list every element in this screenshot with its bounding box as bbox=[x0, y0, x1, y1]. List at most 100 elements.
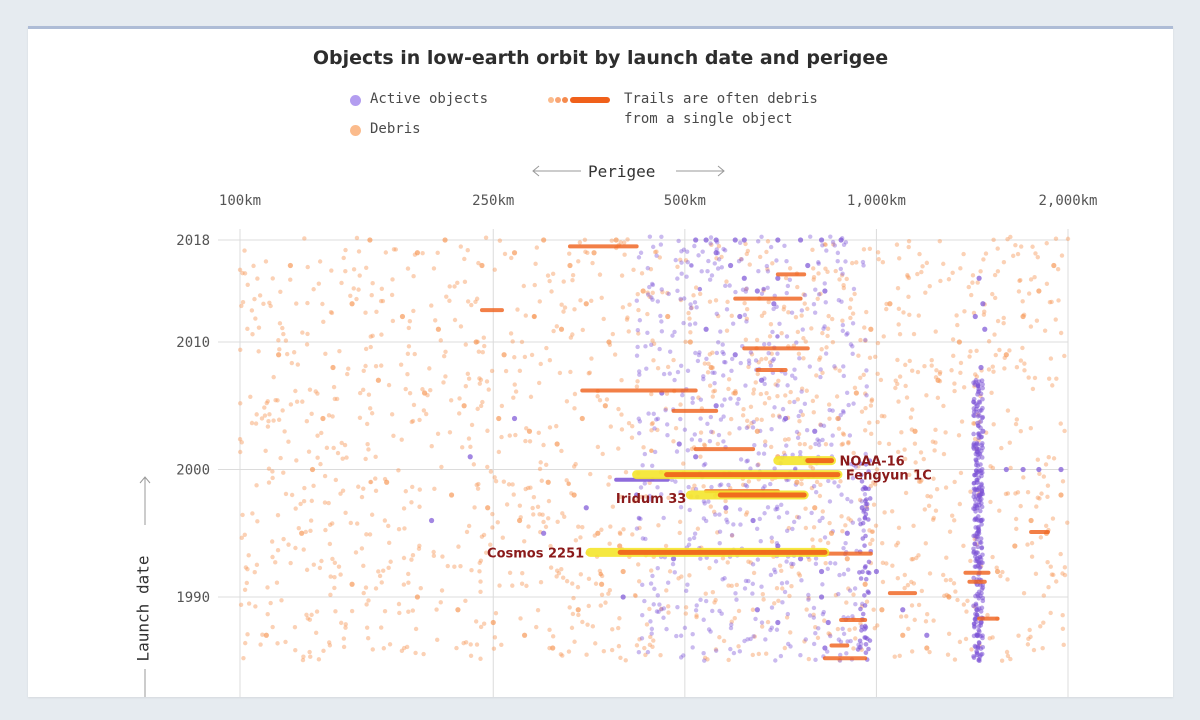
active-point bbox=[799, 308, 805, 313]
debris-point bbox=[799, 481, 804, 487]
debris-point bbox=[366, 447, 371, 452]
debris-point bbox=[910, 556, 916, 562]
active-point bbox=[818, 568, 825, 575]
debris-point bbox=[906, 238, 912, 244]
active-point bbox=[744, 319, 749, 324]
debris-point bbox=[1062, 353, 1067, 359]
debris-point bbox=[764, 390, 769, 396]
active-point bbox=[771, 306, 776, 312]
debris-point bbox=[637, 637, 642, 642]
debris-point bbox=[238, 602, 244, 607]
debris-point bbox=[262, 413, 268, 418]
debris-point bbox=[786, 437, 791, 442]
debris-point bbox=[992, 272, 998, 278]
debris-point bbox=[1022, 361, 1027, 366]
active-point bbox=[863, 337, 868, 343]
debris-point bbox=[887, 301, 893, 307]
active-point bbox=[850, 520, 856, 525]
active-point bbox=[737, 240, 743, 245]
debris-point bbox=[818, 482, 823, 488]
active-point bbox=[793, 466, 798, 471]
debris-point bbox=[280, 325, 285, 331]
debris-point bbox=[490, 619, 496, 626]
debris-point bbox=[1028, 277, 1034, 282]
debris-point bbox=[344, 455, 349, 460]
debris-point bbox=[564, 578, 570, 584]
debris-point bbox=[709, 242, 714, 248]
debris-point bbox=[406, 580, 411, 585]
debris-point bbox=[260, 632, 265, 637]
debris-point bbox=[319, 558, 324, 564]
debris-point bbox=[754, 337, 760, 343]
debris-point bbox=[683, 611, 689, 616]
debris-point bbox=[1005, 408, 1011, 413]
debris-point bbox=[744, 510, 750, 515]
debris-point bbox=[1001, 259, 1007, 265]
active-point bbox=[659, 329, 665, 334]
active-point bbox=[857, 517, 862, 522]
debris-point bbox=[416, 546, 422, 551]
debris-point bbox=[981, 257, 986, 262]
active-point bbox=[756, 451, 761, 456]
debris-point bbox=[695, 526, 701, 531]
debris-point bbox=[379, 363, 384, 368]
debris-point bbox=[931, 618, 936, 623]
debris-point bbox=[870, 537, 875, 543]
debris-point bbox=[748, 404, 754, 409]
debris-point bbox=[903, 362, 908, 368]
debris-point bbox=[921, 456, 926, 462]
active-point bbox=[779, 502, 784, 507]
debris-point bbox=[396, 601, 402, 607]
active-point bbox=[652, 426, 657, 431]
debris-point bbox=[607, 541, 612, 546]
active-point bbox=[827, 499, 833, 504]
active-point bbox=[643, 344, 648, 349]
debris-point bbox=[484, 550, 489, 555]
debris-point bbox=[1030, 386, 1036, 392]
debris-point bbox=[805, 306, 810, 312]
debris-point bbox=[683, 339, 688, 345]
debris-point bbox=[379, 286, 385, 291]
active-point bbox=[680, 393, 685, 398]
active-point bbox=[848, 342, 854, 347]
debris-point bbox=[1060, 571, 1065, 576]
debris-point bbox=[239, 535, 244, 541]
debris-point bbox=[349, 608, 355, 614]
debris-point bbox=[666, 610, 671, 615]
debris-point bbox=[406, 571, 411, 577]
active-point bbox=[698, 397, 704, 402]
debris-point bbox=[642, 645, 647, 651]
active-point bbox=[816, 442, 822, 448]
debris-point bbox=[867, 420, 872, 425]
debris-point bbox=[250, 511, 255, 516]
debris-point bbox=[991, 237, 996, 243]
active-point bbox=[713, 237, 719, 243]
debris-point bbox=[956, 433, 962, 438]
debris-point bbox=[1016, 289, 1022, 294]
debris-point bbox=[508, 331, 514, 336]
debris-point bbox=[562, 305, 568, 310]
debris-point bbox=[655, 366, 661, 371]
debris-point bbox=[906, 294, 911, 299]
debris-point bbox=[1032, 375, 1038, 381]
debris-point bbox=[769, 444, 774, 450]
active-point bbox=[769, 535, 774, 540]
debris-point bbox=[321, 648, 326, 654]
debris-point bbox=[308, 518, 314, 523]
debris-point bbox=[1058, 492, 1064, 498]
debris-point bbox=[811, 266, 816, 271]
debris-point bbox=[761, 288, 766, 293]
debris-point bbox=[825, 540, 831, 546]
debris-point bbox=[365, 636, 371, 641]
debris-point bbox=[872, 626, 877, 631]
debris-point bbox=[469, 422, 475, 428]
debris-point bbox=[824, 345, 829, 350]
active-point bbox=[860, 536, 866, 541]
debris-point bbox=[617, 530, 623, 535]
debris-point bbox=[550, 271, 556, 277]
debris-point bbox=[911, 331, 917, 337]
active-point bbox=[702, 501, 707, 506]
active-point bbox=[744, 286, 749, 291]
debris-point bbox=[890, 563, 895, 568]
debris-point bbox=[382, 518, 388, 523]
